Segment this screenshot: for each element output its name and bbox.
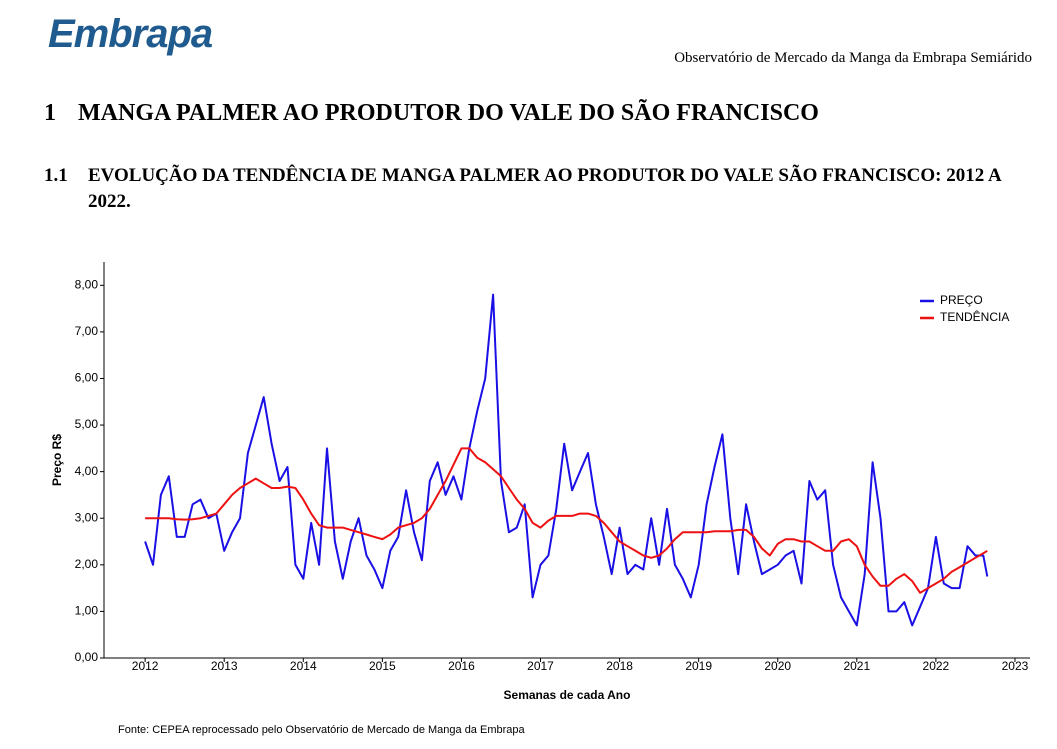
source-note: Fonte: CEPEA reprocessado pelo Observató… [118, 724, 525, 736]
subsection-number: 1.1 [44, 165, 68, 186]
y-tick-label: 1,00 [75, 604, 99, 618]
y-tick-label: 4,00 [75, 464, 99, 478]
x-tick-label: 2019 [685, 659, 712, 673]
legend-label: PREÇO [940, 293, 983, 307]
logo: Embrapa [48, 12, 213, 56]
section-title: MANGA PALMER AO PRODUTOR DO VALE DO SÃO … [78, 100, 819, 126]
x-tick-label: 2023 [1002, 659, 1029, 673]
x-tick-label: 2012 [132, 659, 159, 673]
subsection-heading: 1.1 EVOLUÇÃO DA TENDÊNCIA DE MANGA PALMER… [44, 163, 1034, 214]
x-tick-label: 2021 [843, 659, 870, 673]
x-tick-label: 2014 [290, 659, 317, 673]
header-title: Observatório de Mercado da Manga da Embr… [674, 50, 1032, 66]
y-tick-label: 8,00 [75, 277, 99, 291]
x-tick-label: 2018 [606, 659, 633, 673]
x-axis-label: Semanas de cada Ano [504, 688, 631, 702]
y-tick-label: 6,00 [75, 371, 99, 385]
y-tick-label: 2,00 [75, 557, 99, 571]
section-heading: 1 MANGA PALMER AO PRODUTOR DO VALE DO SÃO… [44, 100, 819, 127]
x-tick-label: 2020 [764, 659, 791, 673]
y-tick-label: 0,00 [75, 650, 99, 664]
x-tick-label: 2015 [369, 659, 396, 673]
section-number: 1 [44, 100, 56, 126]
y-axis-label: Preço R$ [50, 434, 64, 486]
series-line [145, 447, 988, 594]
x-tick-label: 2017 [527, 659, 554, 673]
subsection-title: EVOLUÇÃO DA TENDÊNCIA DE MANGA PALMER AO… [88, 165, 1001, 212]
legend-label: TENDÊNCIA [940, 309, 1009, 324]
x-tick-label: 2013 [211, 659, 238, 673]
series-line [144, 293, 989, 627]
y-tick-label: 7,00 [75, 324, 99, 338]
x-tick-label: 2016 [448, 659, 475, 673]
y-tick-label: 5,00 [75, 417, 99, 431]
y-tick-label: 3,00 [75, 510, 99, 524]
x-tick-label: 2022 [923, 659, 950, 673]
